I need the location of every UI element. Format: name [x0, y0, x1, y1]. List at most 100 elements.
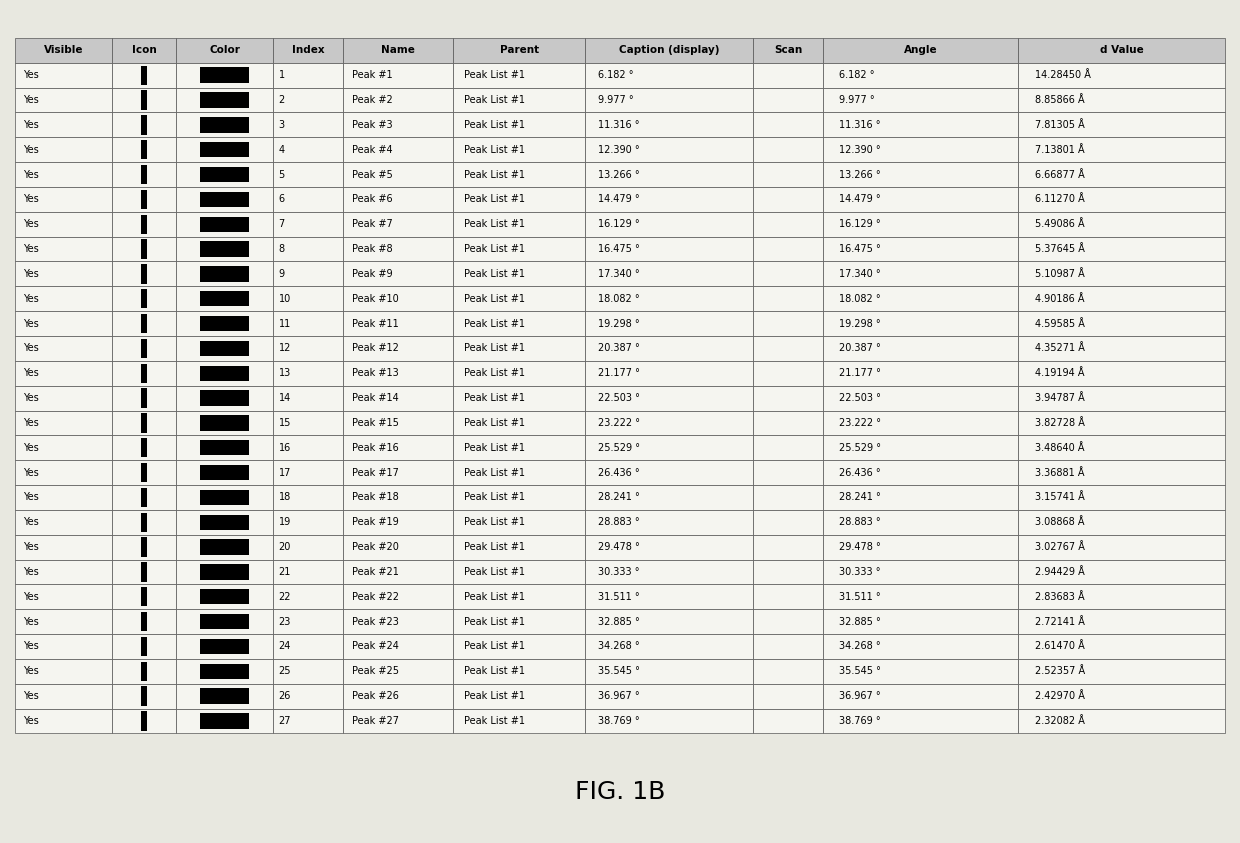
Text: Yes: Yes [22, 145, 38, 155]
Text: Visible: Visible [43, 46, 83, 56]
Bar [343, 137, 454, 162]
Bar [112, 609, 176, 634]
Bar [176, 237, 273, 261]
Bar [112, 311, 176, 336]
Bar [15, 534, 112, 560]
Text: 17: 17 [279, 468, 291, 478]
Text: 2: 2 [279, 95, 285, 105]
Bar [585, 38, 753, 62]
Bar [1018, 237, 1225, 261]
Bar [1018, 212, 1225, 237]
Bar [585, 112, 753, 137]
Bar [343, 609, 454, 634]
Text: Peak List #1: Peak List #1 [464, 468, 525, 478]
Bar [273, 311, 343, 336]
Bar [176, 137, 273, 162]
Text: Yes: Yes [22, 95, 38, 105]
Bar [1018, 38, 1225, 62]
Text: Peak #9: Peak #9 [352, 269, 392, 279]
Text: Yes: Yes [22, 368, 38, 379]
Bar [201, 93, 249, 108]
Text: Peak List #1: Peak List #1 [464, 269, 525, 279]
Bar [585, 287, 753, 311]
Text: Peak #25: Peak #25 [352, 666, 399, 676]
Text: 21.177 °: 21.177 ° [599, 368, 640, 379]
Bar [176, 38, 273, 62]
Text: Yes: Yes [22, 195, 38, 204]
Bar [454, 112, 585, 137]
Bar [753, 709, 823, 733]
Bar [823, 485, 1018, 510]
Bar [273, 485, 343, 510]
Bar [141, 363, 148, 383]
Text: FIG. 1B: FIG. 1B [575, 781, 665, 804]
Text: 30.333 °: 30.333 ° [599, 567, 640, 577]
Text: 7.81305 Å: 7.81305 Å [1034, 120, 1084, 130]
Text: Peak List #1: Peak List #1 [464, 244, 525, 254]
Text: 2.72141 Å: 2.72141 Å [1034, 616, 1085, 626]
Bar [343, 534, 454, 560]
Text: Yes: Yes [22, 592, 38, 602]
Bar [141, 413, 148, 432]
Bar [273, 62, 343, 88]
Text: 17.340 °: 17.340 ° [838, 269, 880, 279]
Text: 18.082 °: 18.082 ° [838, 293, 880, 303]
Bar [343, 684, 454, 709]
Bar [454, 212, 585, 237]
Bar [585, 162, 753, 187]
Bar [112, 386, 176, 411]
Bar [201, 464, 249, 481]
Bar [273, 237, 343, 261]
Text: 30.333 °: 30.333 ° [838, 567, 880, 577]
Bar [1018, 386, 1225, 411]
Bar [1018, 709, 1225, 733]
Bar [343, 460, 454, 485]
Text: 12.390 °: 12.390 ° [599, 145, 640, 155]
Bar [176, 709, 273, 733]
Bar [585, 584, 753, 609]
Bar [273, 336, 343, 361]
Bar [273, 162, 343, 187]
Bar [454, 659, 585, 684]
Bar [201, 514, 249, 530]
Text: Yes: Yes [22, 418, 38, 428]
Bar [585, 435, 753, 460]
Text: 18.082 °: 18.082 ° [599, 293, 640, 303]
Bar [1018, 137, 1225, 162]
Bar [273, 361, 343, 386]
Bar [141, 190, 148, 209]
Text: 3.36881 Å: 3.36881 Å [1034, 468, 1084, 478]
Bar [141, 662, 148, 681]
Text: Peak List #1: Peak List #1 [464, 592, 525, 602]
Text: Yes: Yes [22, 716, 38, 726]
Text: Peak #5: Peak #5 [352, 169, 393, 180]
Text: Peak List #1: Peak List #1 [464, 95, 525, 105]
Text: 23: 23 [279, 616, 291, 626]
Bar [823, 261, 1018, 287]
Bar [454, 88, 585, 112]
Text: Peak List #1: Peak List #1 [464, 418, 525, 428]
Bar [112, 187, 176, 212]
Text: 17.340 °: 17.340 ° [599, 269, 640, 279]
Bar [1018, 460, 1225, 485]
Text: 38.769 °: 38.769 ° [838, 716, 880, 726]
Bar [753, 361, 823, 386]
Bar [141, 463, 148, 482]
Bar [1018, 311, 1225, 336]
Bar [1018, 659, 1225, 684]
Bar [454, 460, 585, 485]
Bar [273, 187, 343, 212]
Text: 2.61470 Å: 2.61470 Å [1034, 642, 1084, 652]
Text: 12.390 °: 12.390 ° [838, 145, 880, 155]
Text: 28.883 °: 28.883 ° [838, 518, 880, 527]
Bar [15, 112, 112, 137]
Bar [201, 291, 249, 307]
Text: Peak List #1: Peak List #1 [464, 642, 525, 652]
Bar [112, 534, 176, 560]
Bar [176, 112, 273, 137]
Bar [753, 62, 823, 88]
Bar [15, 684, 112, 709]
Bar [141, 587, 148, 606]
Text: 6.182 °: 6.182 ° [599, 70, 634, 80]
Text: 20: 20 [279, 542, 291, 552]
